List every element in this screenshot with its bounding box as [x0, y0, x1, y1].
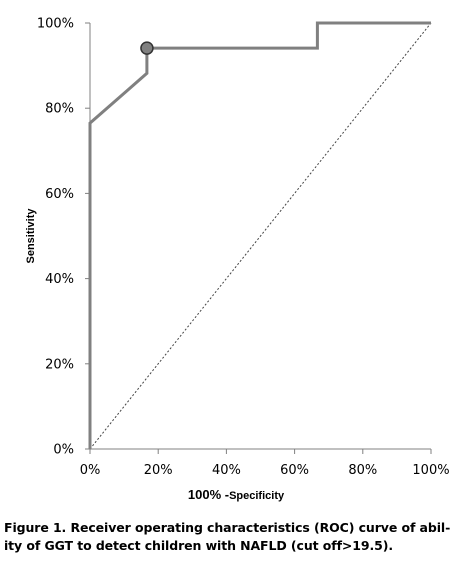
cutoff-point-marker	[140, 41, 154, 55]
x-tick-label: 80%	[348, 463, 377, 478]
y-tick-label: 40%	[45, 272, 74, 287]
reference-diagonal-line	[89, 22, 432, 450]
x-axis-label-main: 100% -	[187, 487, 230, 502]
x-tick-label: 0%	[80, 463, 101, 478]
x-tick-labels: 0% 20% 40% 60% 80% 100%	[80, 463, 450, 478]
y-tick-label: 100%	[37, 17, 74, 32]
y-tick-label: 0%	[53, 443, 74, 458]
x-tick-label: 40%	[212, 463, 241, 478]
x-axis-label-sub: Specificity	[229, 490, 285, 502]
roc-chart: 0% 20% 40% 60% 80% 100% 0% 20% 40% 60% 80% 100% Se…	[25, 17, 450, 479]
plot-area	[88, 21, 432, 450]
x-tick-label: 60%	[280, 463, 309, 478]
caption-line-1: Figure 1. Receiver operating characteris…	[4, 520, 451, 535]
y-tick-labels: 0% 20% 40% 60% 80% 100%	[37, 17, 74, 458]
caption-line-2: ity of GGT to detect children with NAFLD…	[4, 538, 393, 553]
x-axis-label: 100% -Specificity	[0, 486, 472, 504]
y-axis-label: Sensitivity	[25, 208, 37, 264]
x-tick-label: 100%	[412, 463, 449, 478]
x-tick-label: 20%	[144, 463, 173, 478]
figure-caption: Figure 1. Receiver operating characteris…	[4, 519, 468, 555]
y-tick-label: 60%	[45, 187, 74, 202]
y-tick-label: 20%	[45, 357, 74, 372]
y-tick-label: 80%	[45, 102, 74, 117]
